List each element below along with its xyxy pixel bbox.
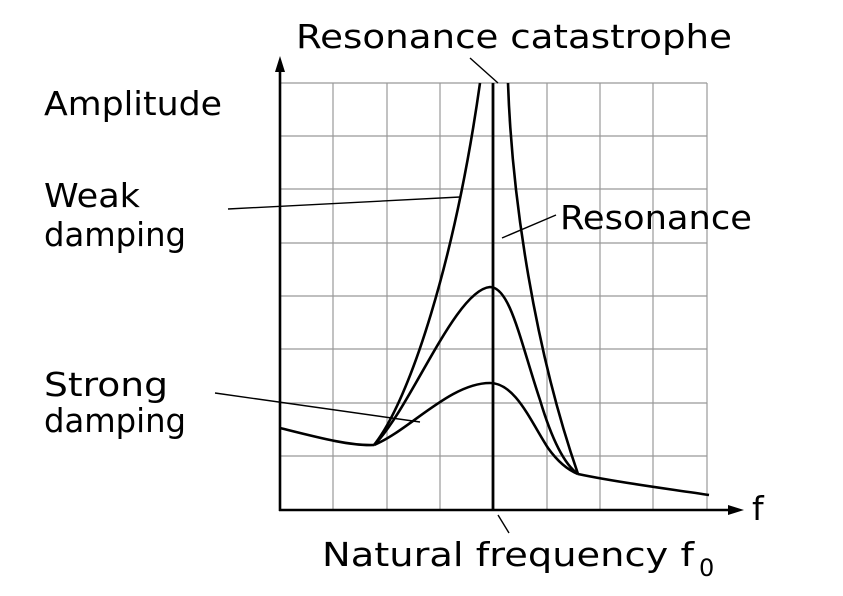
strong-damping-label-2: damping [44, 401, 186, 440]
strong-damping-leader [214, 392, 421, 423]
natural-frequency-label: Natural frequency f [322, 535, 696, 574]
weak-damping-label-1: Weak [44, 176, 141, 215]
strong-damping-label-1: Strong [44, 365, 168, 404]
natural-frequency-subscript: 0 [699, 554, 714, 582]
strong-damping-curve [373, 381, 579, 476]
axes [275, 56, 744, 515]
weak-damping-curve [373, 285, 579, 476]
undamped-curve-right [506, 82, 580, 475]
natural-frequency-leader [497, 514, 510, 534]
x-axis-label: f [752, 489, 765, 528]
weak-damping-leader [227, 196, 461, 210]
undamped-curve-left [372, 82, 482, 446]
resonance-label: Resonance [560, 198, 752, 237]
y-axis-label: Amplitude [44, 84, 222, 123]
x-axis-arrow [728, 505, 744, 515]
weak-damping-label-2: damping [44, 215, 186, 254]
title: Resonance catastrophe [296, 17, 732, 56]
high-frequency-tail [577, 472, 710, 497]
y-axis-arrow [275, 56, 285, 72]
resonance-leader [501, 214, 557, 239]
catastrophe-leader [469, 57, 499, 84]
low-frequency-baseline [279, 426, 375, 447]
